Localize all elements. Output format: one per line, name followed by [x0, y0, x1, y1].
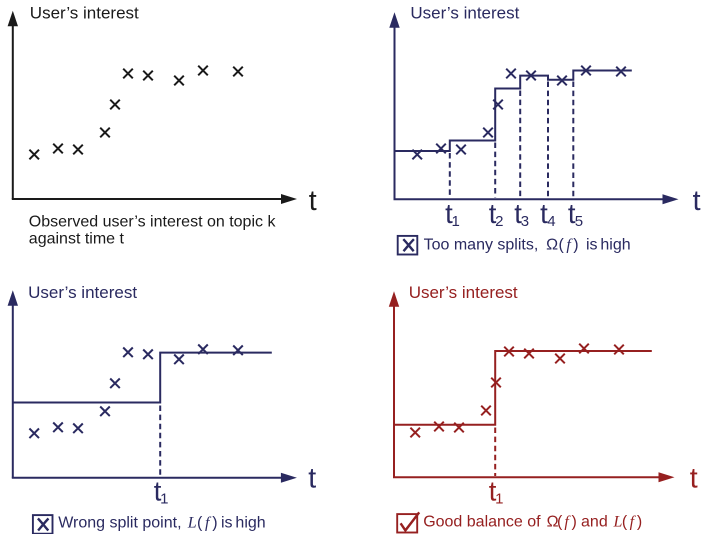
svg-text:t: t: [693, 185, 701, 217]
svg-text:t4: t4: [540, 198, 555, 230]
svg-text:t5: t5: [568, 198, 583, 230]
svg-text:t: t: [309, 185, 317, 217]
svg-text:t3: t3: [514, 198, 529, 230]
svg-text:User’s interest: User’s interest: [30, 3, 139, 22]
svg-text:User’s interest: User’s interest: [410, 3, 519, 22]
svg-text:t: t: [308, 463, 316, 495]
svg-text:Wrong split point,L(f) is high: Wrong split point, L(f) is high: [58, 515, 265, 532]
svg-text:t2: t2: [489, 198, 504, 230]
svg-text:t1: t1: [445, 198, 460, 230]
svg-text:Observed user’s interest on to: Observed user’s interest on topic k: [29, 213, 277, 230]
svg-text:t: t: [690, 463, 698, 495]
svg-text:User’s interest: User’s interest: [409, 283, 518, 302]
svg-text:t1: t1: [489, 475, 504, 507]
svg-text:t1: t1: [154, 475, 169, 507]
svg-text:Too many splits,Ω(f) is high: Too many splits, Ω(f) is high: [424, 236, 631, 253]
svg-text:against time t: against time t: [29, 231, 125, 248]
svg-text:User’s interest: User’s interest: [28, 283, 137, 302]
